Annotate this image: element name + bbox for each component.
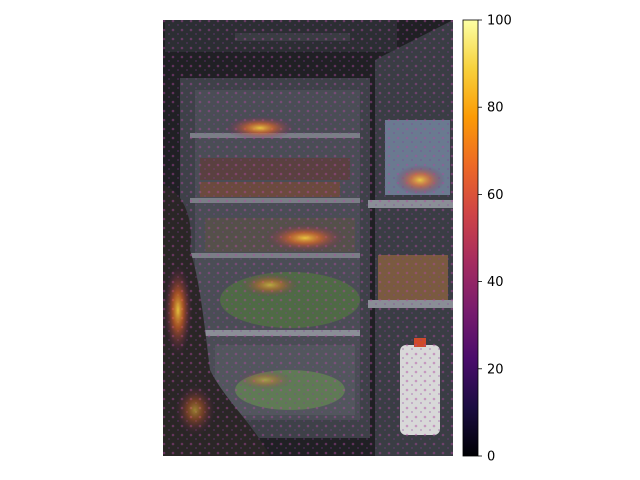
hotspot-crisper [237,370,293,390]
colorbar-tick-label-40: 40 [487,275,504,290]
colorbar-gradient [462,19,479,457]
hotspot-vegetables [240,273,300,297]
colorbar-tick-label-60: 60 [487,188,504,203]
colorbar: 0 20 40 60 80 100 [462,14,512,465]
hotspot-upper-shelf [225,116,295,140]
hotspot-middle-shelf [265,224,345,252]
colorbar-tick-label-80: 80 [487,101,504,116]
colorbar-ticks: 0 20 40 60 80 100 [478,14,512,465]
heatmap-image [163,20,453,456]
hotspot-lower-left [175,385,215,435]
hotspot-door-bottles [395,165,445,195]
colorbar-tick-label-20: 20 [487,362,504,377]
colorbar-tick-label-0: 0 [487,450,495,465]
hotspot-left-figure-edge [164,265,192,355]
colorbar-tick-label-100: 100 [487,14,512,29]
